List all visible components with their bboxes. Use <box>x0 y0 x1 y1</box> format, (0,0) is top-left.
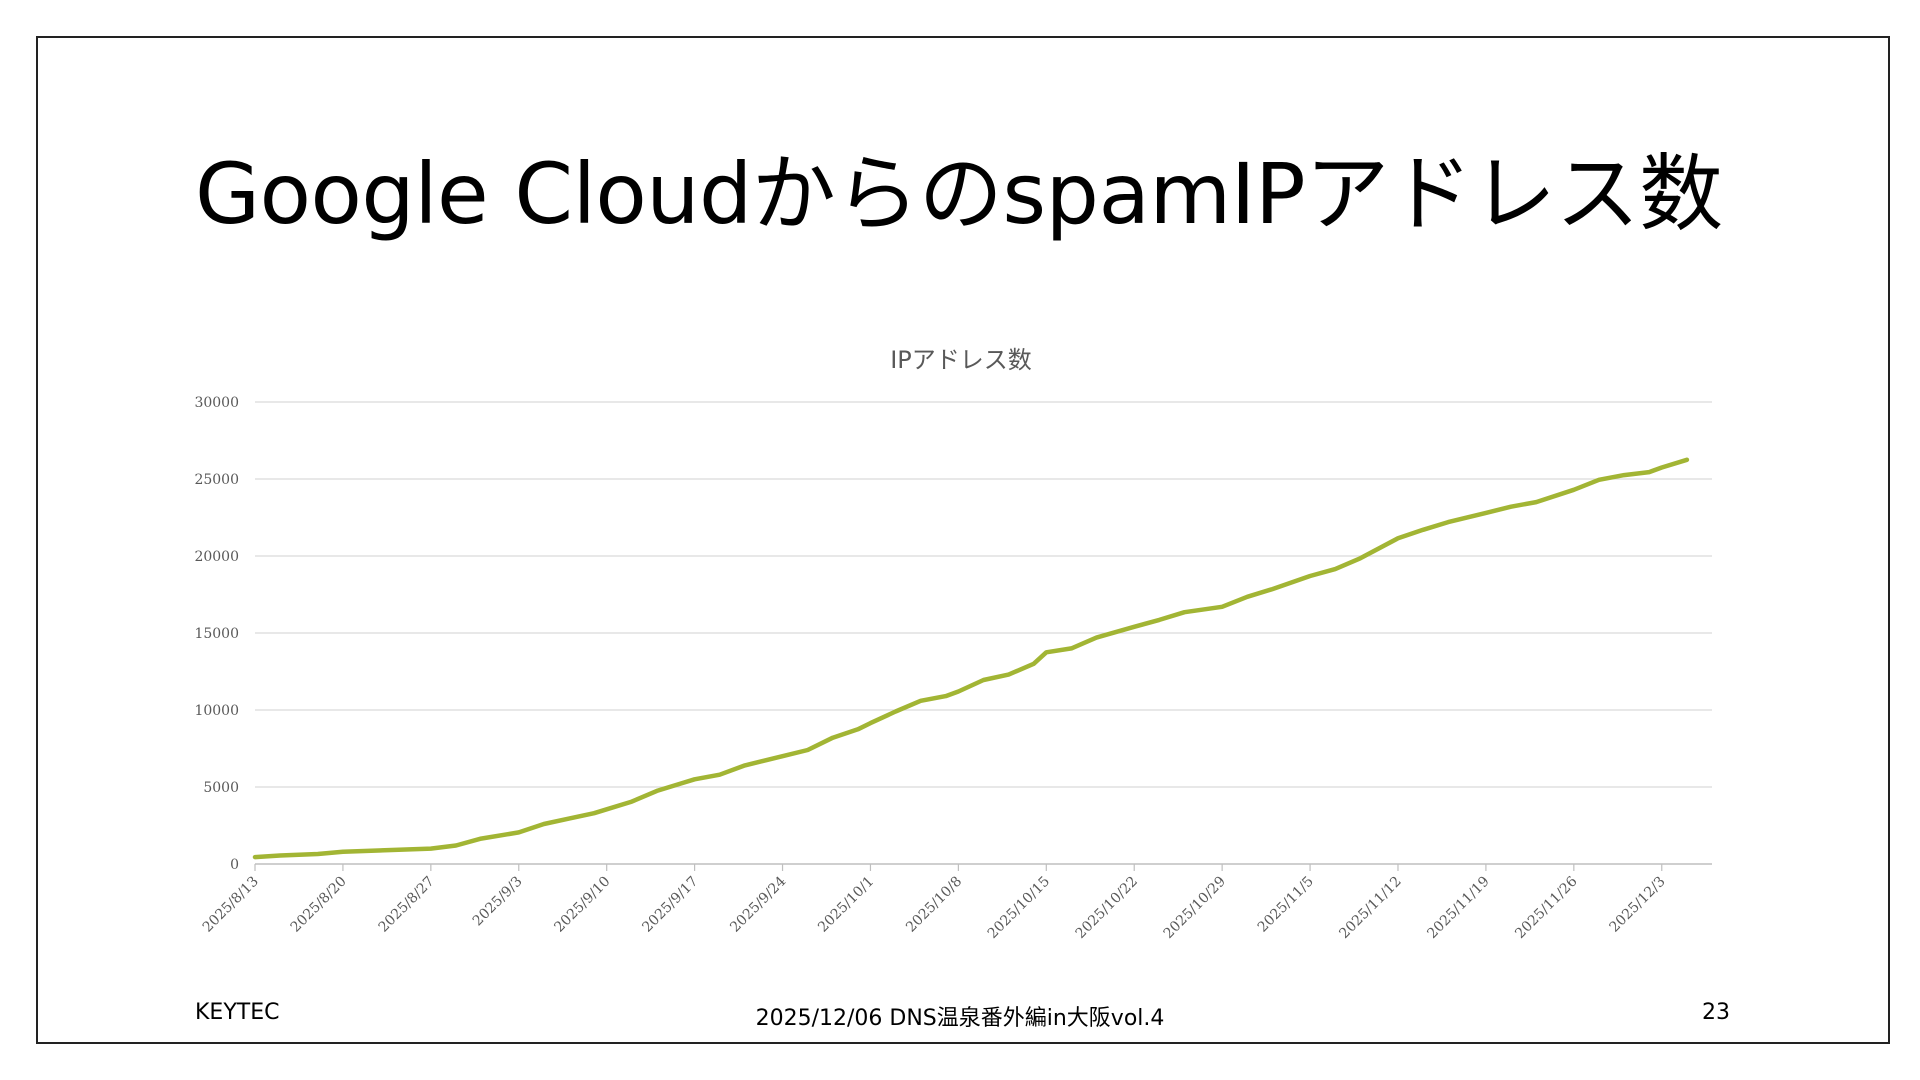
x-tick-label: 2025/11/12 <box>1336 874 1404 942</box>
x-tick-label: 2025/9/10 <box>551 874 613 936</box>
slide-title: Google CloudからのspamIPアドレス数 <box>195 145 1723 243</box>
x-tick-label: 2025/9/24 <box>727 873 789 935</box>
x-tick-label: 2025/10/15 <box>985 874 1053 942</box>
x-tick-label: 2025/11/19 <box>1424 874 1492 942</box>
page-number: 23 <box>1702 1000 1730 1025</box>
x-tick-label: 2025/10/8 <box>903 874 965 936</box>
footer-event: 2025/12/06 DNS温泉番外編in大阪vol.4 <box>755 1006 1165 1031</box>
y-tick-label: 20000 <box>194 549 239 565</box>
y-tick-label: 30000 <box>194 395 239 411</box>
x-tick-label: 2025/9/17 <box>639 874 701 936</box>
y-tick-label: 10000 <box>194 703 239 719</box>
x-tick-label: 2025/12/3 <box>1607 874 1669 936</box>
x-tick-label: 2025/10/29 <box>1161 874 1229 942</box>
x-tick-label: 2025/11/5 <box>1255 874 1317 936</box>
x-tick-label: 2025/8/27 <box>376 874 438 936</box>
x-tick-label: 2025/10/22 <box>1073 874 1141 942</box>
chart-title: IPアドレス数 <box>890 346 1032 374</box>
x-tick-label: 2025/11/26 <box>1512 873 1580 941</box>
x-axis-tick-labels: 2025/8/13 2025/8/20 2025/8/27 2025/9/3 2025/… <box>200 864 1669 942</box>
footer-organization: KEYTEC <box>195 1000 280 1025</box>
slide-frame <box>36 36 1890 1044</box>
x-tick-label: 2025/8/20 <box>288 874 350 936</box>
x-tick-label: 2025/10/1 <box>815 874 877 936</box>
y-tick-label: 15000 <box>194 626 239 642</box>
y-tick-label: 25000 <box>194 472 239 488</box>
x-tick-label: 2025/9/3 <box>470 874 526 930</box>
y-tick-label: 0 <box>230 857 239 873</box>
chart-gridlines <box>255 401 1712 788</box>
x-tick-label: 2025/8/13 <box>200 874 262 936</box>
y-tick-label: 5000 <box>203 780 239 796</box>
y-axis-tick-labels: 0 5000 10000 15000 20000 25000 30000 <box>194 395 239 873</box>
series-line-ip-count <box>252 457 1690 860</box>
